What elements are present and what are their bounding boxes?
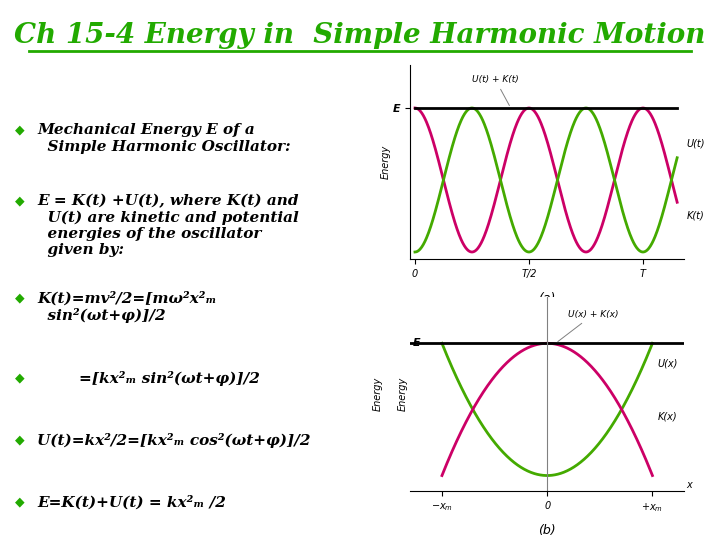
Text: U(t) + K(t): U(t) + K(t) <box>472 75 518 105</box>
Text: Energy: Energy <box>372 377 382 411</box>
Y-axis label: Energy: Energy <box>380 145 390 179</box>
Text: ◆: ◆ <box>14 495 24 508</box>
Text: ◆: ◆ <box>14 194 24 207</box>
Text: =[kx²ₘ sin²(ωt+φ)]/2: =[kx²ₘ sin²(ωt+φ)]/2 <box>37 372 260 386</box>
Text: (b): (b) <box>539 524 556 537</box>
Text: x: x <box>686 480 692 490</box>
Text: U(x) + K(x): U(x) + K(x) <box>558 310 618 342</box>
Text: (a): (a) <box>539 292 556 305</box>
Text: Ch 15-4 Energy in  Simple Harmonic Motion: Ch 15-4 Energy in Simple Harmonic Motion <box>14 22 706 49</box>
Text: ◆: ◆ <box>14 372 24 384</box>
Text: E = K(t) +U(t), where K(t) and
  U(t) are kinetic and potential
  energies of th: E = K(t) +U(t), where K(t) and U(t) are … <box>37 194 299 258</box>
Y-axis label: Energy: Energy <box>397 377 408 411</box>
Text: K(x): K(x) <box>657 411 678 421</box>
Text: U(t)=kx²/2=[kx²ₘ cos²(ωt+φ)]/2: U(t)=kx²/2=[kx²ₘ cos²(ωt+φ)]/2 <box>37 433 310 448</box>
Text: U(t): U(t) <box>686 139 705 149</box>
Text: Mechanical Energy E of a
  Simple Harmonic Oscillator:: Mechanical Energy E of a Simple Harmonic… <box>37 123 291 153</box>
Text: ◆: ◆ <box>14 433 24 446</box>
Text: K(t)=mv²/2=[mω²x²ₘ
  sin²(ωt+φ)]/2: K(t)=mv²/2=[mω²x²ₘ sin²(ωt+φ)]/2 <box>37 292 217 323</box>
Text: E=K(t)+U(t) = kx²ₘ /2: E=K(t)+U(t) = kx²ₘ /2 <box>37 495 226 510</box>
Text: ◆: ◆ <box>14 123 24 136</box>
Text: E: E <box>413 338 420 348</box>
Text: ◆: ◆ <box>14 292 24 305</box>
Text: U(x): U(x) <box>657 358 678 368</box>
Text: K(t): K(t) <box>686 211 704 221</box>
